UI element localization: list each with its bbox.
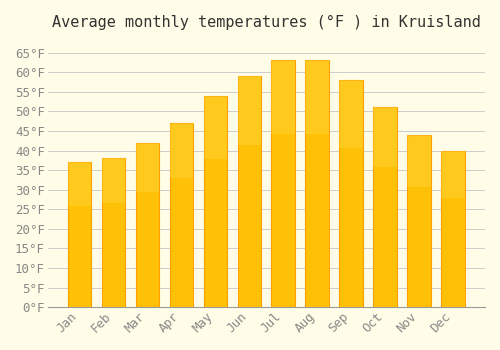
Bar: [272, 61, 295, 307]
FancyBboxPatch shape: [136, 143, 160, 192]
FancyBboxPatch shape: [272, 61, 295, 134]
FancyBboxPatch shape: [374, 107, 397, 167]
FancyBboxPatch shape: [68, 162, 92, 206]
Bar: [102, 158, 126, 307]
FancyBboxPatch shape: [170, 123, 194, 178]
Bar: [170, 123, 194, 307]
Bar: [136, 143, 160, 307]
Bar: [306, 61, 329, 307]
Bar: [442, 150, 465, 307]
Bar: [238, 76, 262, 307]
FancyBboxPatch shape: [340, 80, 363, 148]
Bar: [204, 96, 228, 307]
Title: Average monthly temperatures (°F ) in Kruisland: Average monthly temperatures (°F ) in Kr…: [52, 15, 481, 30]
FancyBboxPatch shape: [204, 96, 228, 159]
FancyBboxPatch shape: [306, 61, 329, 134]
FancyBboxPatch shape: [238, 76, 262, 146]
Bar: [68, 162, 92, 307]
FancyBboxPatch shape: [102, 158, 126, 203]
FancyBboxPatch shape: [442, 150, 465, 197]
FancyBboxPatch shape: [408, 135, 431, 187]
Bar: [340, 80, 363, 307]
Bar: [374, 107, 397, 307]
Bar: [408, 135, 431, 307]
